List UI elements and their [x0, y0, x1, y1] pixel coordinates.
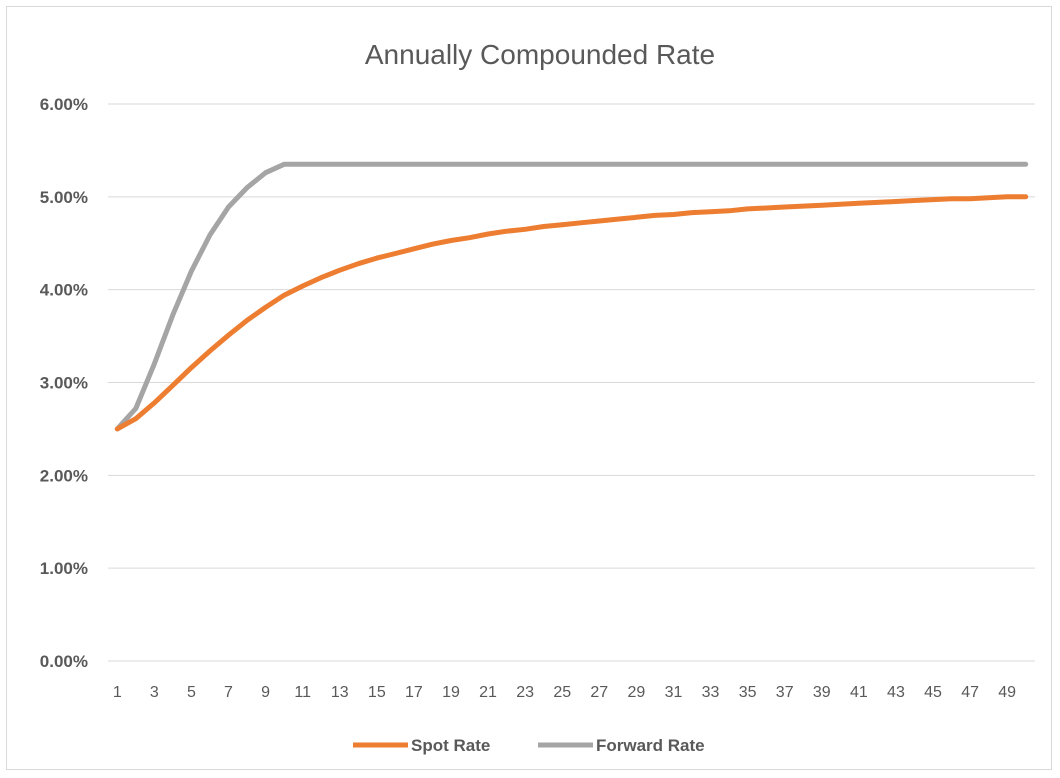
- x-tick-label: 3: [150, 684, 159, 701]
- x-tick-label: 13: [331, 684, 349, 701]
- x-tick-label: 27: [590, 684, 608, 701]
- y-tick-label: 0.00%: [40, 652, 88, 671]
- x-tick-label: 41: [850, 684, 868, 701]
- x-tick-label: 31: [665, 684, 683, 701]
- x-tick-label: 25: [553, 684, 571, 701]
- legend-label: Spot Rate: [411, 736, 490, 755]
- y-axis-tick-labels: 0.00% 1.00% 2.00% 3.00% 4.00% 5.00% 6.00%: [40, 95, 88, 671]
- x-tick-label: 33: [702, 684, 720, 701]
- x-tick-label: 15: [368, 684, 386, 701]
- x-tick-label: 21: [479, 684, 497, 701]
- y-tick-label: 2.00%: [40, 466, 88, 485]
- series-line-spot-rate: [114, 194, 1029, 432]
- y-tick-label: 1.00%: [40, 559, 88, 578]
- x-tick-label: 17: [405, 684, 423, 701]
- y-tick-label: 6.00%: [40, 95, 88, 114]
- x-tick-label: 23: [516, 684, 534, 701]
- x-tick-label: 29: [627, 684, 645, 701]
- legend-label: Forward Rate: [596, 736, 705, 755]
- x-tick-label: 11: [294, 684, 311, 701]
- chart-area: [6, 6, 1052, 770]
- x-tick-label: 1: [113, 684, 122, 701]
- x-axis-tick-labels: 1 3 5 7 9 11 13 15 17 19 21 23 25 27 29 31 33 35 37 39 41 43 4…: [113, 684, 1016, 701]
- y-tick-label: 4.00%: [40, 281, 88, 300]
- x-tick-label: 47: [961, 684, 979, 701]
- y-tick-label: 3.00%: [40, 374, 88, 393]
- x-tick-label: 5: [187, 684, 196, 701]
- x-tick-label: 9: [261, 684, 270, 701]
- legend: Spot Rate Forward Rate: [353, 736, 705, 755]
- x-tick-label: 35: [739, 684, 757, 701]
- x-tick-label: 19: [442, 684, 460, 701]
- x-tick-label: 37: [776, 684, 794, 701]
- series-lines: [114, 161, 1029, 432]
- x-tick-label: 39: [813, 684, 831, 701]
- x-tick-label: 45: [924, 684, 942, 701]
- x-tick-label: 49: [998, 684, 1016, 701]
- gridlines: [108, 103, 1035, 662]
- x-tick-label: 7: [224, 684, 233, 701]
- series-line-forward-rate: [114, 161, 1029, 432]
- chart-title: Annually Compounded Rate: [365, 39, 715, 70]
- y-tick-label: 5.00%: [40, 188, 88, 207]
- x-tick-label: 43: [887, 684, 905, 701]
